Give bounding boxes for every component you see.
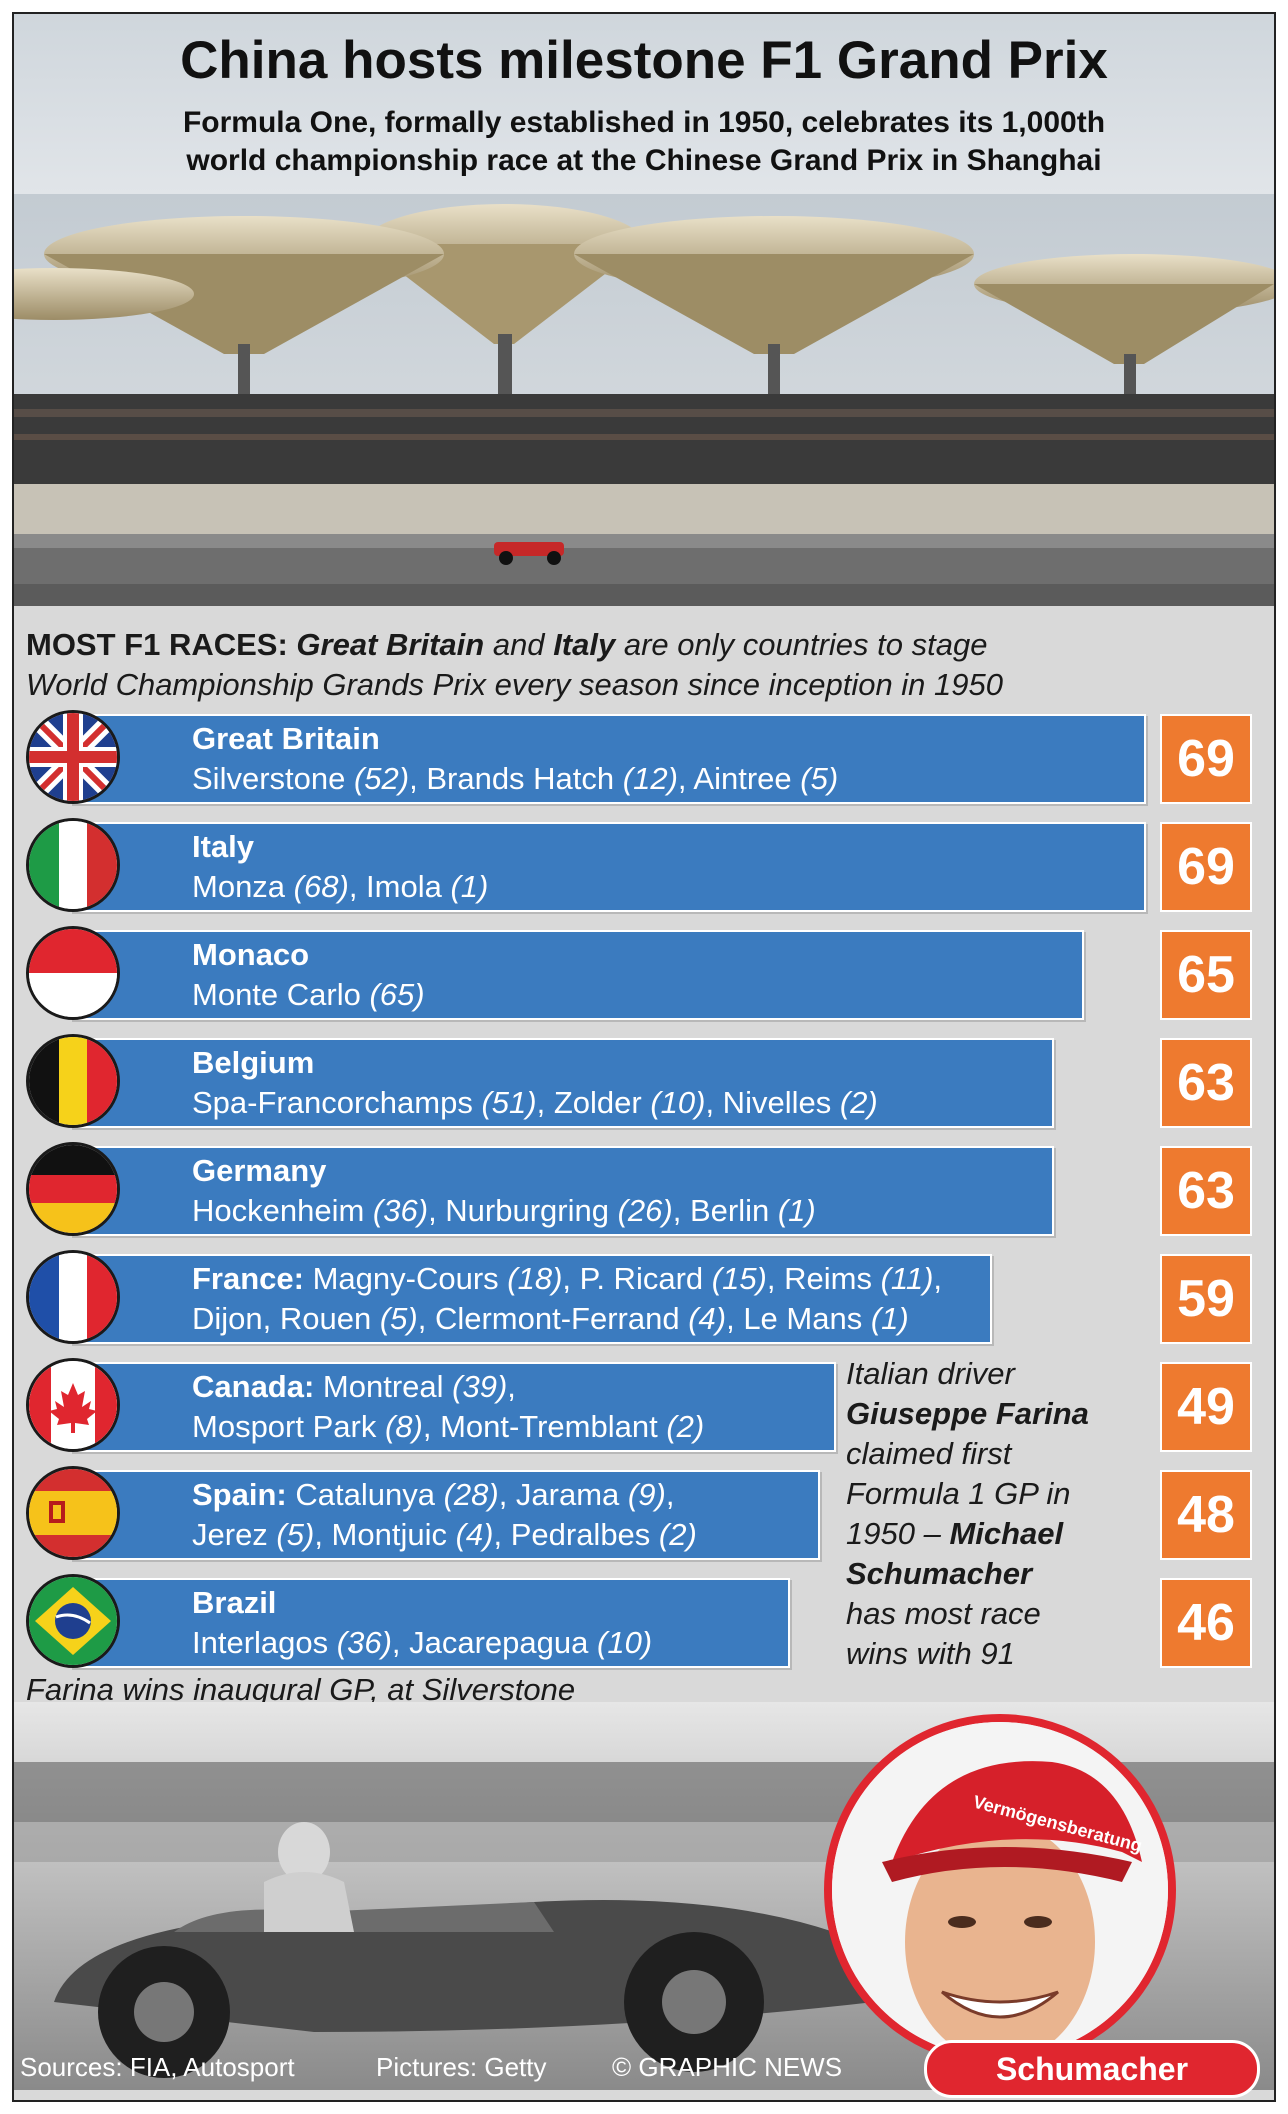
chart-heading-gb: Great Britain xyxy=(296,627,485,662)
country-name: Italy xyxy=(192,829,255,864)
italy-flag-icon xyxy=(26,818,120,912)
note-line-3: claimed first xyxy=(846,1436,1012,1471)
country-name: France: xyxy=(192,1261,304,1296)
value-box: 46 xyxy=(1160,1578,1252,1668)
country-name: Germany xyxy=(192,1153,327,1188)
bar-germany: Germany Hockenheim (36), Nurburgring (26)… xyxy=(70,1146,1054,1236)
header: China hosts milestone F1 Grand Prix Form… xyxy=(14,14,1274,194)
circuits-line-1: Montreal (39), xyxy=(314,1369,516,1404)
circuits-line-2: Dijon, Rouen (5), Clermont-Ferrand (4), … xyxy=(192,1301,909,1336)
country-name: Brazil xyxy=(192,1585,277,1620)
country-name: Great Britain xyxy=(192,721,380,756)
infographic-frame: China hosts milestone F1 Grand Prix Form… xyxy=(12,12,1276,2102)
note-line-5a: 1950 – xyxy=(846,1516,950,1551)
chart-heading-and: and xyxy=(492,627,545,662)
germany-flag-icon xyxy=(26,1142,120,1236)
footer-pictures: Pictures: Getty xyxy=(376,2052,547,2082)
country-name: Monaco xyxy=(192,937,310,972)
country-name: Spain: xyxy=(192,1477,287,1512)
bar-label: Great Britain Silverstone (52), Brands Ha… xyxy=(192,719,838,799)
bar-label-line-1: Canada: Montreal (39), xyxy=(192,1367,704,1407)
bar-monaco: Monaco Monte Carlo (65) xyxy=(70,930,1084,1020)
note-line-5b: Michael xyxy=(949,1516,1064,1551)
circuits-line-2: Hockenheim (36), Nurburgring (26), Berli… xyxy=(192,1193,816,1228)
circuits-line-2: Monza (68), Imola (1) xyxy=(192,869,489,904)
bar-canada: Canada: Montreal (39), Mosport Park (8), … xyxy=(70,1362,836,1452)
uk-flag-icon xyxy=(26,710,120,804)
value-box: 65 xyxy=(1160,930,1252,1020)
bar-label: Canada: Montreal (39), Mosport Park (8), … xyxy=(192,1367,704,1447)
circuits-line-2: Mosport Park (8), Mont-Tremblant (2) xyxy=(192,1409,705,1444)
subtitle-line-1: Formula One, formally established in 195… xyxy=(182,106,1106,139)
circuits-line-2: Jerez (5), Montjuic (4), Pedralbes (2) xyxy=(192,1517,697,1552)
belgium-flag-icon xyxy=(26,1034,120,1128)
page-subtitle: Formula One, formally established in 195… xyxy=(74,104,1214,180)
note-line-7: has most race xyxy=(846,1596,1041,1631)
bar-label: Brazil Interlagos (36), Jacarepagua (10) xyxy=(192,1583,652,1663)
country-name: Belgium xyxy=(192,1045,315,1080)
bar-spain: Spain: Catalunya (28), Jarama (9), Jerez … xyxy=(70,1470,820,1560)
bar-france: France: Magny-Cours (18), P. Ricard (15)… xyxy=(70,1254,992,1344)
bar-belgium: Belgium Spa-Francorchamps (51), Zolder (1… xyxy=(70,1038,1054,1128)
schumacher-label: Schumacher xyxy=(924,2040,1260,2098)
bar-label: Italy Monza (68), Imola (1) xyxy=(192,827,488,907)
note-line-6: Schumacher xyxy=(846,1556,1033,1591)
value-box: 63 xyxy=(1160,1146,1252,1236)
value-box: 49 xyxy=(1160,1362,1252,1452)
monaco-flag-icon xyxy=(26,926,120,1020)
france-flag-icon xyxy=(26,1250,120,1344)
footer-credit: © GRAPHIC NEWS xyxy=(612,2052,843,2082)
note-line-4: Formula 1 GP in xyxy=(846,1476,1071,1511)
circuits-line-2: Silverstone (52), Brands Hatch (12), Ain… xyxy=(192,761,839,796)
shanghai-circuit-photo xyxy=(14,194,1274,606)
bar-great-britain: Great Britain Silverstone (52), Brands Ha… xyxy=(70,714,1146,804)
country-name: Canada: xyxy=(192,1369,315,1404)
footer: Sources: FIA, Autosport Pictures: Getty … xyxy=(8,2052,908,2086)
value-box: 69 xyxy=(1160,714,1252,804)
chart-heading: MOST F1 RACES: Great Britain and Italy a… xyxy=(26,626,1226,664)
bar-label: France: Magny-Cours (18), P. Ricard (15)… xyxy=(192,1259,942,1339)
farina-schumacher-note: Italian driver Giuseppe Farina claimed f… xyxy=(846,1354,1136,1674)
chart-heading-italy: Italy xyxy=(553,627,616,662)
circuits-line-2: Spa-Francorchamps (51), Zolder (10), Niv… xyxy=(192,1085,878,1120)
bar-label-line-1: Great Britain xyxy=(192,719,838,759)
schumacher-portrait: Vermögensberatung xyxy=(824,1714,1176,2066)
note-line-8: wins with 91 xyxy=(846,1636,1015,1671)
bar-label-line-1: Belgium xyxy=(192,1043,878,1083)
bar-label-line-1: Brazil xyxy=(192,1583,652,1623)
chart-heading-rest: are only countries to stage xyxy=(623,627,988,662)
value-box: 63 xyxy=(1160,1038,1252,1128)
canada-flag-icon xyxy=(26,1358,120,1452)
bar-label: Belgium Spa-Francorchamps (51), Zolder (1… xyxy=(192,1043,878,1123)
bar-label-line-1: Monaco xyxy=(192,935,425,975)
bar-label-line-1: France: Magny-Cours (18), P. Ricard (15)… xyxy=(192,1259,942,1299)
bar-label-line-1: Spain: Catalunya (28), Jarama (9), xyxy=(192,1475,697,1515)
bar-label: Germany Hockenheim (36), Nurburgring (26)… xyxy=(192,1151,816,1231)
bar-label: Spain: Catalunya (28), Jarama (9), Jerez … xyxy=(192,1475,697,1555)
page-title: China hosts milestone F1 Grand Prix xyxy=(180,31,1108,90)
note-line-5: 1950 – Michael xyxy=(846,1514,1136,1554)
circuits-line-2: Interlagos (36), Jacarepagua (10) xyxy=(192,1625,653,1660)
bar-label-line-1: Italy xyxy=(192,827,488,867)
value-box: 69 xyxy=(1160,822,1252,912)
brazil-flag-icon xyxy=(26,1574,120,1668)
footer-sources: Sources: FIA, Autosport xyxy=(20,2052,295,2082)
value-box: 59 xyxy=(1160,1254,1252,1344)
chart-heading-label: MOST F1 RACES: xyxy=(26,627,288,662)
circuits-line-1: Magny-Cours (18), P. Ricard (15), Reims … xyxy=(303,1261,943,1296)
subtitle-line-2: world championship race at the Chinese G… xyxy=(186,144,1102,177)
bar-label: Monaco Monte Carlo (65) xyxy=(192,935,425,1015)
circuits-line-1: Catalunya (28), Jarama (9), xyxy=(286,1477,675,1512)
circuits-line-2: Monte Carlo (65) xyxy=(192,977,425,1012)
bar-label-line-1: Germany xyxy=(192,1151,816,1191)
bar-italy: Italy Monza (68), Imola (1) xyxy=(70,822,1146,912)
bar-brazil: Brazil Interlagos (36), Jacarepagua (10) xyxy=(70,1578,790,1668)
value-box: 48 xyxy=(1160,1470,1252,1560)
chart-heading-line-2: World Championship Grands Prix every sea… xyxy=(26,667,1003,702)
note-line-1: Italian driver xyxy=(846,1356,1015,1391)
farina-caption: Farina wins inaugural GP, at Silverstone xyxy=(26,1672,576,1707)
note-line-2: Giuseppe Farina xyxy=(846,1396,1089,1431)
spain-flag-icon xyxy=(26,1466,120,1560)
